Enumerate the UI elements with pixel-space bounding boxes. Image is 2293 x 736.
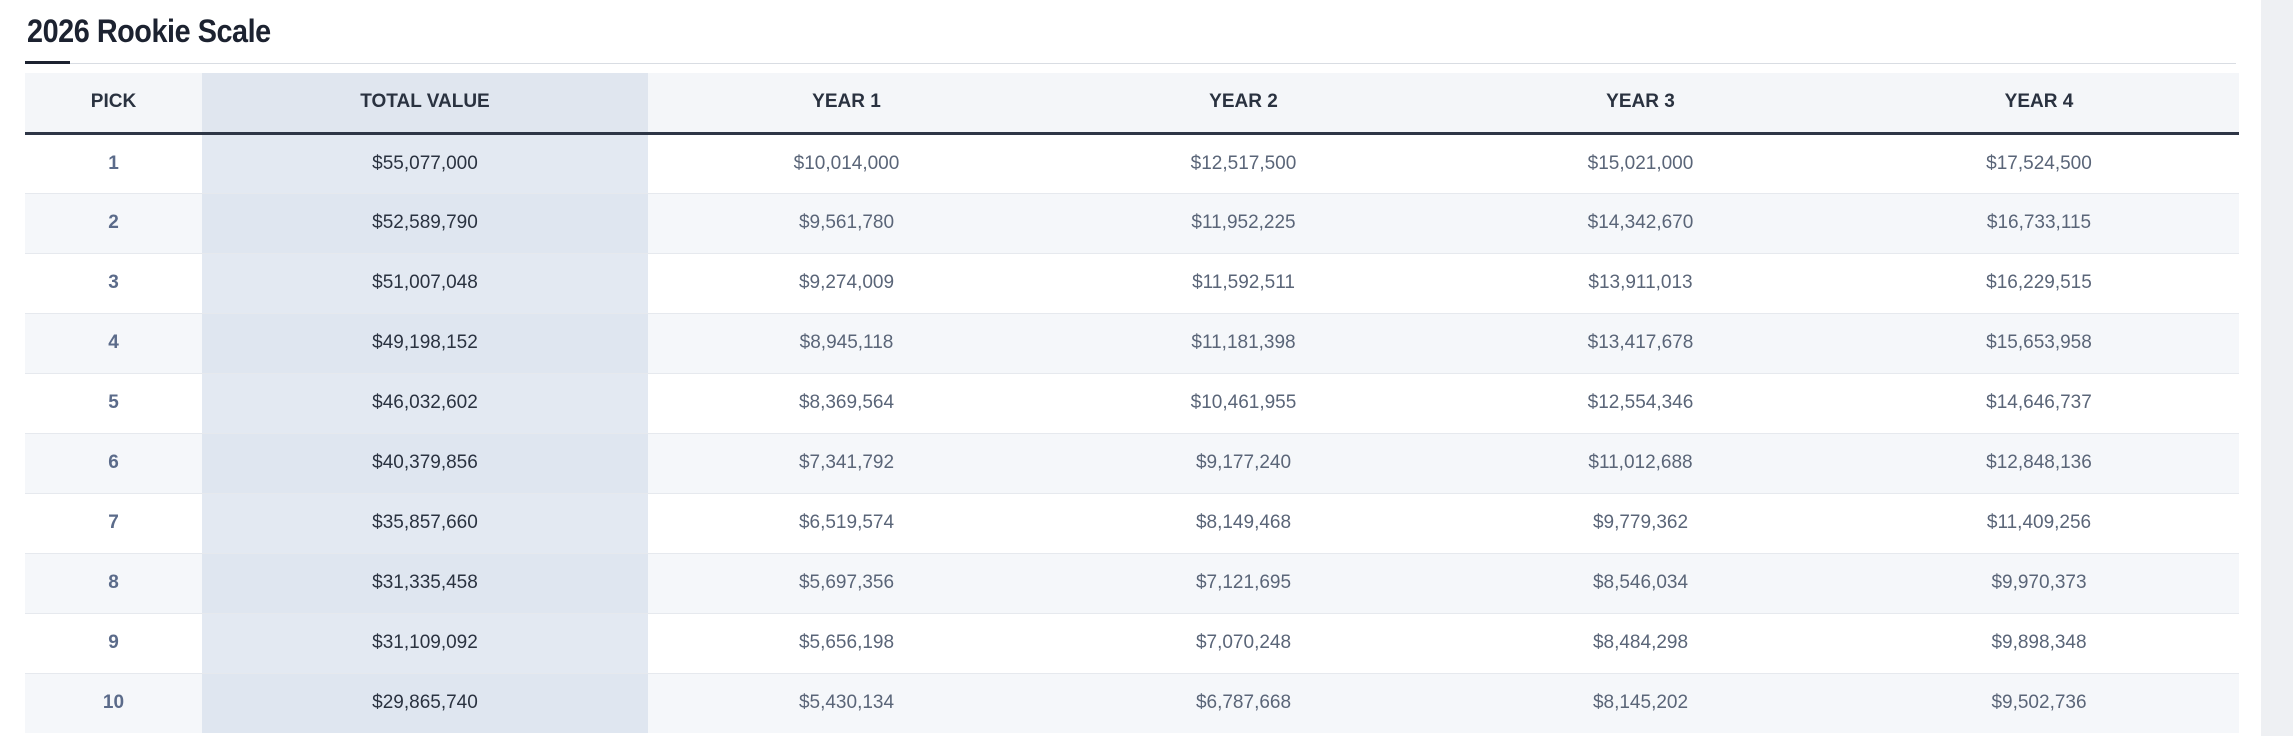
year-3-cell: $11,012,688 [1442, 432, 1839, 493]
total-value-cell: $52,589,790 [202, 192, 648, 253]
column-header-year-4[interactable]: YEAR 4 [1839, 73, 2239, 135]
year-3-cell: $8,546,034 [1442, 552, 1839, 613]
section-header: 2026 Rookie Scale [25, 0, 2236, 64]
year-1-cell: $10,014,000 [793, 152, 900, 174]
year-1-cell: $8,369,564 [648, 372, 1045, 433]
year-1-cell: $5,697,356 [648, 552, 1045, 613]
year-1-cell: $7,341,792 [648, 432, 1045, 493]
table-header-row: PICK TOTAL VALUE YEAR 1 YEAR 2 YEAR 3 YE… [25, 73, 2239, 135]
year-3-cell: $13,417,678 [1442, 312, 1839, 373]
table-row: 7 $35,857,660 $6,519,574 $8,149,468 $9,779,3… [25, 492, 2239, 553]
pick-cell: 9 [25, 612, 202, 673]
pick-cell: 8 [25, 552, 202, 613]
year-4-cell: $14,646,737 [1839, 372, 2239, 433]
year-3-cell: $8,484,298 [1442, 612, 1839, 673]
year-4-cell: $16,733,115 [1839, 192, 2239, 253]
table-body: 1 $55,077,000 $10,014,000 $12,517,500 $15,02… [25, 133, 2239, 733]
year-2-cell: $11,592,511 [1045, 252, 1442, 313]
pick-cell: 3 [25, 252, 202, 313]
year-1-cell: $9,274,009 [648, 252, 1045, 313]
pick-cell: 4 [25, 312, 202, 373]
total-value-cell: $40,379,856 [202, 432, 648, 493]
rookie-scale-section: 2026 Rookie Scale PICK TOTAL VALUE YEAR … [25, 0, 2239, 733]
pick-cell: 5 [25, 372, 202, 433]
column-header-year-3[interactable]: YEAR 3 [1442, 73, 1839, 135]
year-4-cell: $15,653,958 [1839, 312, 2239, 373]
year-4-cell: $9,970,373 [1839, 552, 2239, 613]
column-header-total-value[interactable]: TOTAL VALUE [202, 73, 648, 135]
year-4-cell: $12,848,136 [1839, 432, 2239, 493]
year-4-cell: $9,502,736 [1839, 672, 2239, 733]
year-2-cell: $10,461,955 [1045, 372, 1442, 433]
year-2-cell: $9,177,240 [1045, 432, 1442, 493]
table-row: 6 $40,379,856 $7,341,792 $9,177,240 $11,012,… [25, 432, 2239, 493]
year-1-cell: $9,561,780 [648, 192, 1045, 253]
total-value-cell: $46,032,602 [202, 372, 648, 433]
table-row: 9 $31,109,092 $5,656,198 $7,070,248 $8,484,2… [25, 612, 2239, 673]
year-1-cell: $5,430,134 [648, 672, 1045, 733]
total-value-cell: $51,007,048 [202, 252, 648, 313]
rookie-scale-table: PICK TOTAL VALUE YEAR 1 YEAR 2 YEAR 3 YE… [25, 73, 2239, 733]
year-1-cell: $6,519,574 [648, 492, 1045, 553]
pick-cell: 6 [25, 432, 202, 493]
total-value-cell: $31,109,092 [202, 612, 648, 673]
table-row: 2 $52,589,790 $9,561,780 $11,952,225 $14,342… [25, 192, 2239, 253]
year-1-cell: $5,656,198 [648, 612, 1045, 673]
year-3-cell: $12,554,346 [1442, 372, 1839, 433]
pick-cell: 1 [108, 152, 119, 174]
total-value-cell: $29,865,740 [202, 672, 648, 733]
year-3-cell: $15,021,000 [1587, 152, 1694, 174]
total-value-cell: $49,198,152 [202, 312, 648, 373]
pick-cell: 10 [25, 672, 202, 733]
column-header-year-2[interactable]: YEAR 2 [1045, 73, 1442, 135]
year-2-cell: $12,517,500 [1190, 152, 1297, 174]
column-header-year-1[interactable]: YEAR 1 [648, 73, 1045, 135]
year-3-cell: $14,342,670 [1442, 192, 1839, 253]
year-1-cell: $8,945,118 [648, 312, 1045, 373]
total-value-cell: $31,335,458 [202, 552, 648, 613]
year-2-cell: $11,181,398 [1045, 312, 1442, 373]
section-title: 2026 Rookie Scale [27, 13, 271, 49]
pick-cell: 7 [25, 492, 202, 553]
table-row: 5 $46,032,602 $8,369,564 $10,461,955 $12,554… [25, 372, 2239, 433]
year-3-cell: $13,911,013 [1442, 252, 1839, 313]
year-2-cell: $6,787,668 [1045, 672, 1442, 733]
table-row: 1 $55,077,000 $10,014,000 $12,517,500 $15,02… [25, 133, 2239, 193]
page-scrollbar[interactable] [2261, 0, 2293, 736]
year-3-cell: $9,779,362 [1442, 492, 1839, 553]
year-3-cell: $8,145,202 [1442, 672, 1839, 733]
year-4-cell: $9,898,348 [1839, 612, 2239, 673]
total-value-cell: $55,077,000 [202, 133, 648, 193]
year-2-cell: $8,149,468 [1045, 492, 1442, 553]
year-4-cell: $17,524,500 [1986, 152, 2092, 174]
table-row: 3 $51,007,048 $9,274,009 $11,592,511 $13,911… [25, 252, 2239, 313]
table-row: 4 $49,198,152 $8,945,118 $11,181,398 $13,417… [25, 312, 2239, 373]
table-row: 10 $29,865,740 $5,430,134 $6,787,668 $8,145,… [25, 672, 2239, 733]
column-header-pick[interactable]: PICK [25, 73, 202, 135]
year-2-cell: $11,952,225 [1045, 192, 1442, 253]
pick-cell: 2 [25, 192, 202, 253]
year-2-cell: $7,070,248 [1045, 612, 1442, 673]
year-4-cell: $11,409,256 [1839, 492, 2239, 553]
table-row: 8 $31,335,458 $5,697,356 $7,121,695 $8,546,0… [25, 552, 2239, 613]
title-accent-bar [25, 61, 70, 64]
total-value-cell: $35,857,660 [202, 492, 648, 553]
year-2-cell: $7,121,695 [1045, 552, 1442, 613]
year-4-cell: $16,229,515 [1839, 252, 2239, 313]
